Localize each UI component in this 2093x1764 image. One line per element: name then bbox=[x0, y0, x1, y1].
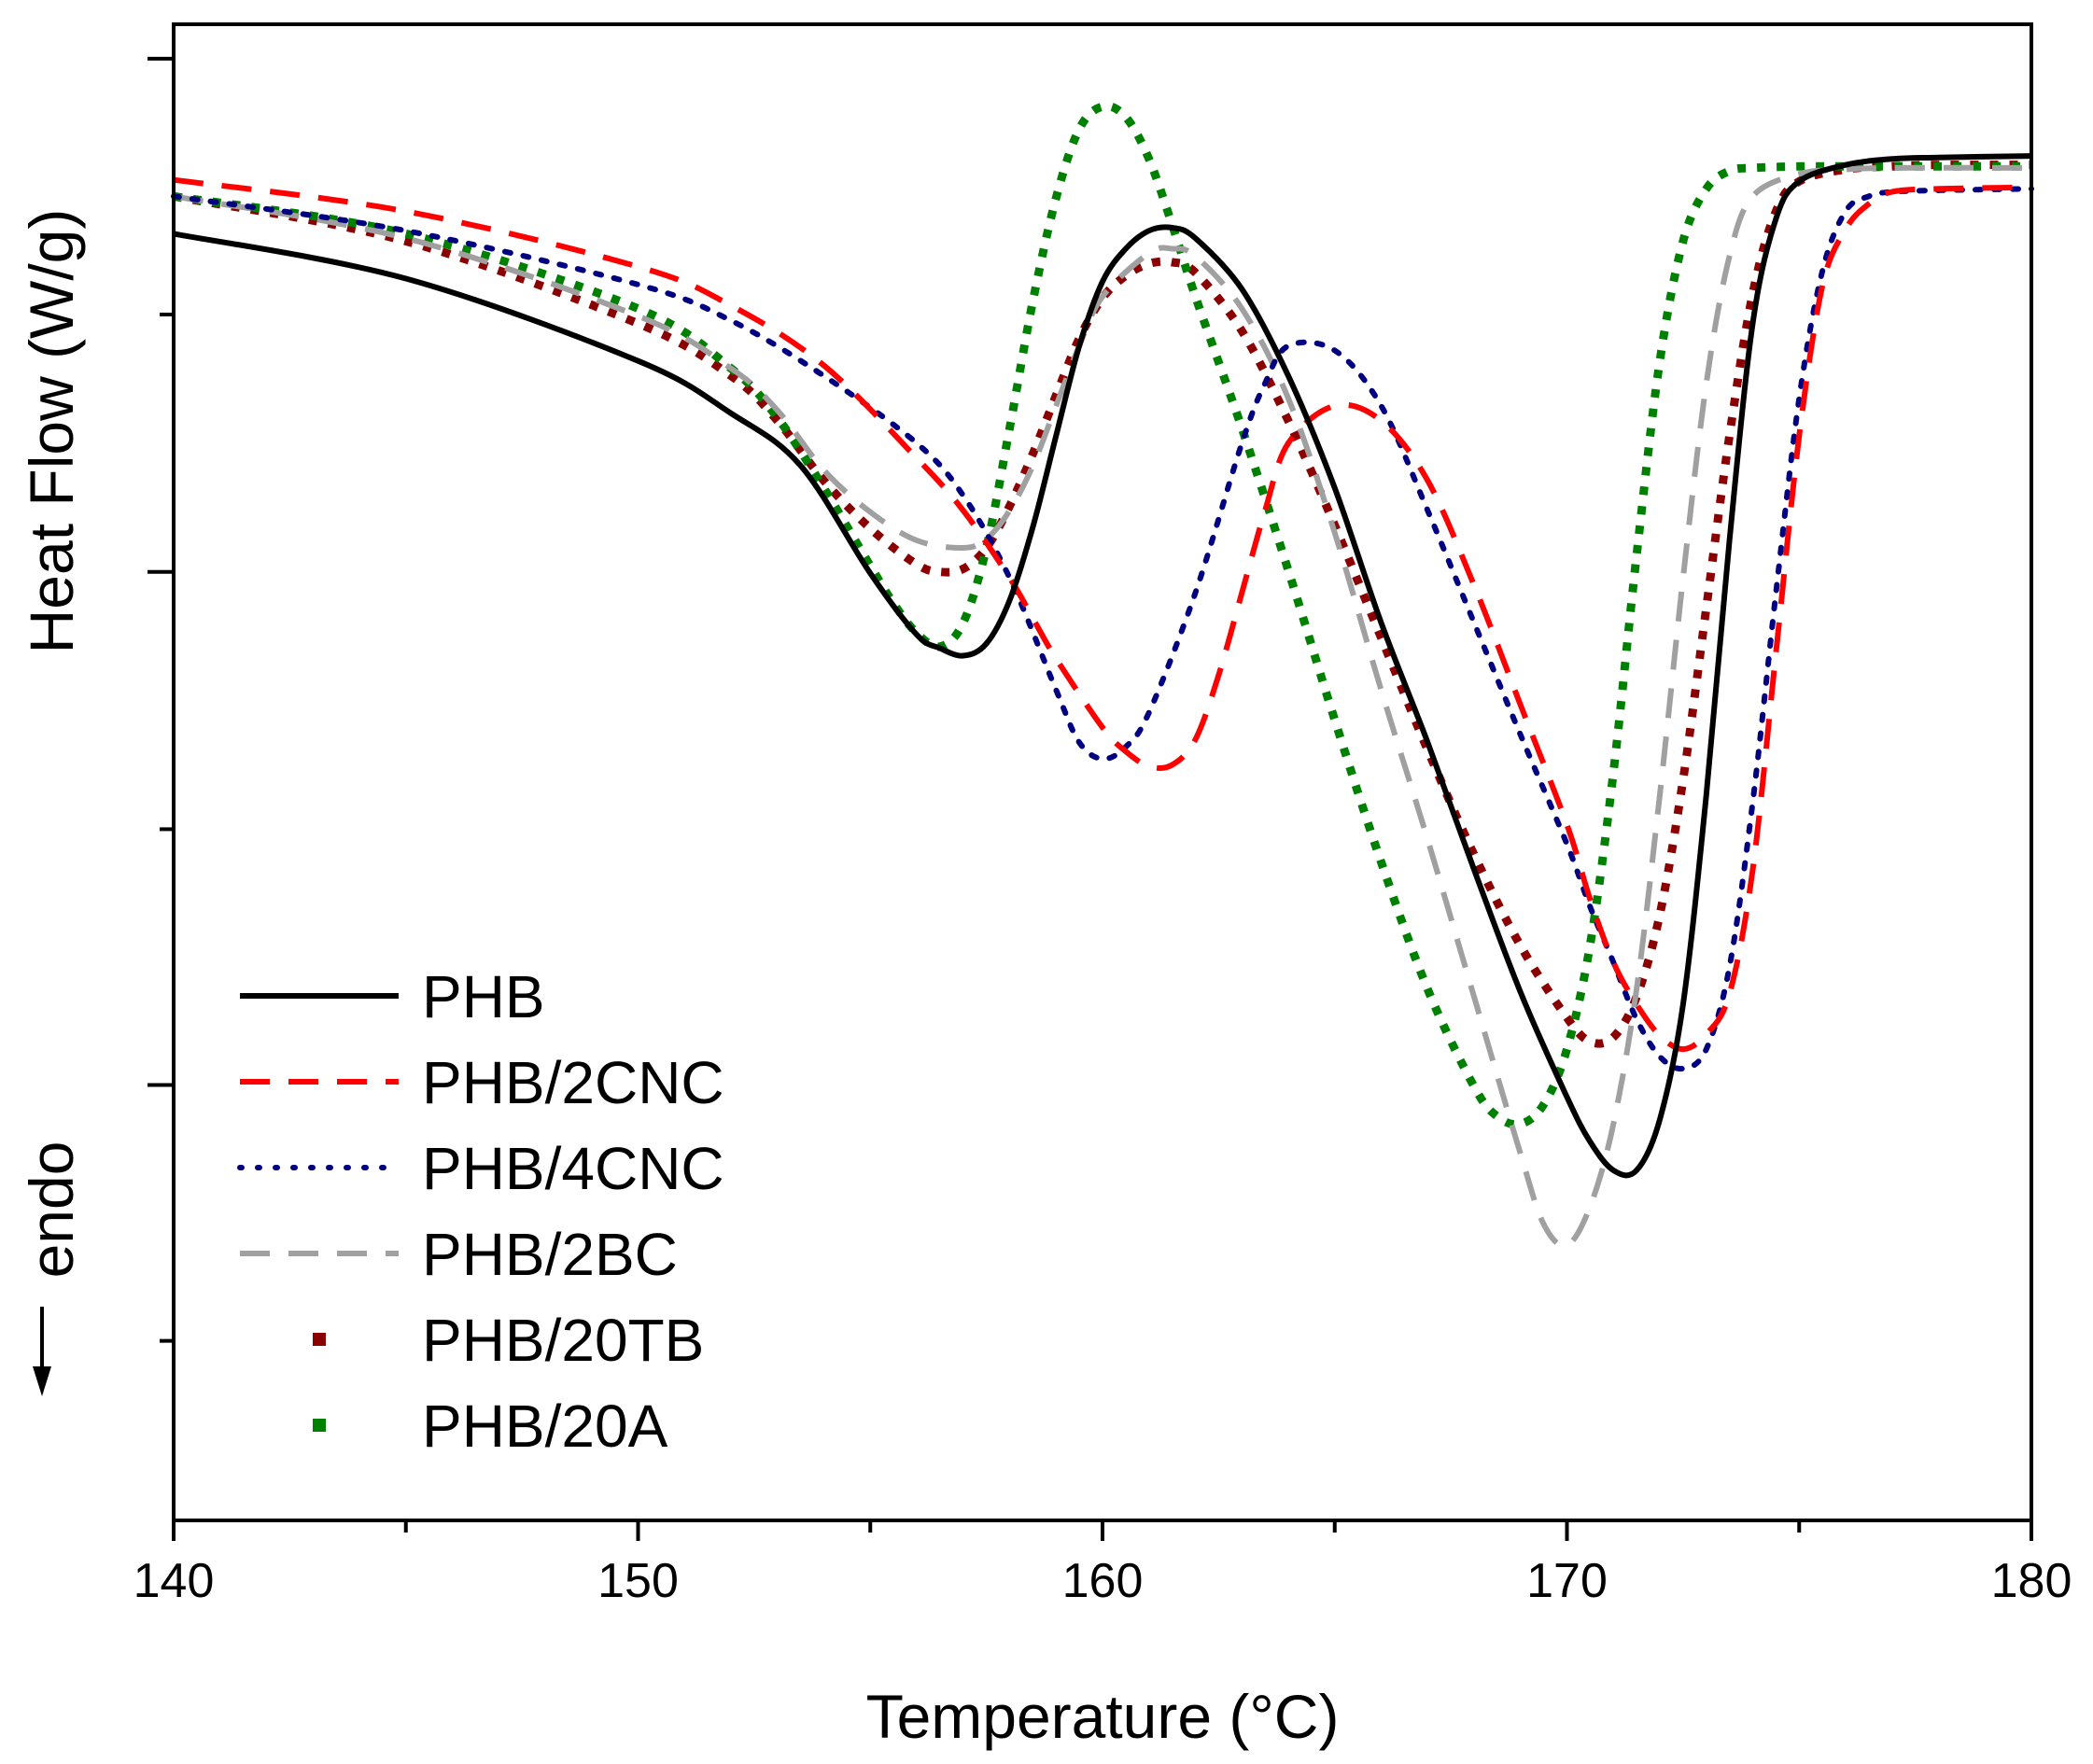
legend-label-phb: PHB bbox=[422, 963, 545, 1030]
legend-label-phb-4cnc: PHB/4CNC bbox=[422, 1135, 724, 1202]
y-axis-title: Heat Flow (W/g) bbox=[17, 209, 86, 654]
legend-label-phb-20a: PHB/20A bbox=[422, 1393, 668, 1460]
legend-swatch-phb-20a bbox=[313, 1419, 326, 1432]
x-tick-label: 140 bbox=[133, 1554, 215, 1608]
x-tick-label: 180 bbox=[1991, 1554, 2072, 1608]
labels-layer: Temperature (°C) Heat Flow (W/g) endo bbox=[17, 209, 1339, 1751]
endo-arrow-icon bbox=[33, 1366, 51, 1396]
legend-label-phb-20tb: PHB/20TB bbox=[422, 1307, 704, 1374]
x-axis-title: Temperature (°C) bbox=[866, 1682, 1340, 1751]
legend-swatch-phb-20tb bbox=[313, 1333, 326, 1346]
x-tick-label: 170 bbox=[1526, 1554, 1608, 1608]
series-line-phb-20tb bbox=[173, 161, 2032, 1048]
legend-label-phb-2cnc: PHB/2CNC bbox=[422, 1049, 724, 1116]
series-line-phb bbox=[173, 153, 2032, 1179]
legend: PHB PHB/2CNC PHB/4CNC PHB/2BC PHB/20TB PHB/20… bbox=[237, 963, 724, 1460]
ticks-layer: 140 150 160 170 180 bbox=[133, 56, 2072, 1608]
series-line-phb-20a bbox=[173, 102, 2031, 1129]
series-line-phb-2cnc bbox=[173, 176, 2032, 1053]
x-tick-label: 150 bbox=[597, 1554, 679, 1608]
endo-label: endo bbox=[17, 1141, 86, 1279]
series-layer bbox=[171, 102, 2034, 1249]
x-tick-label: 160 bbox=[1062, 1554, 1144, 1608]
legend-label-phb-2bc: PHB/2BC bbox=[422, 1221, 678, 1288]
